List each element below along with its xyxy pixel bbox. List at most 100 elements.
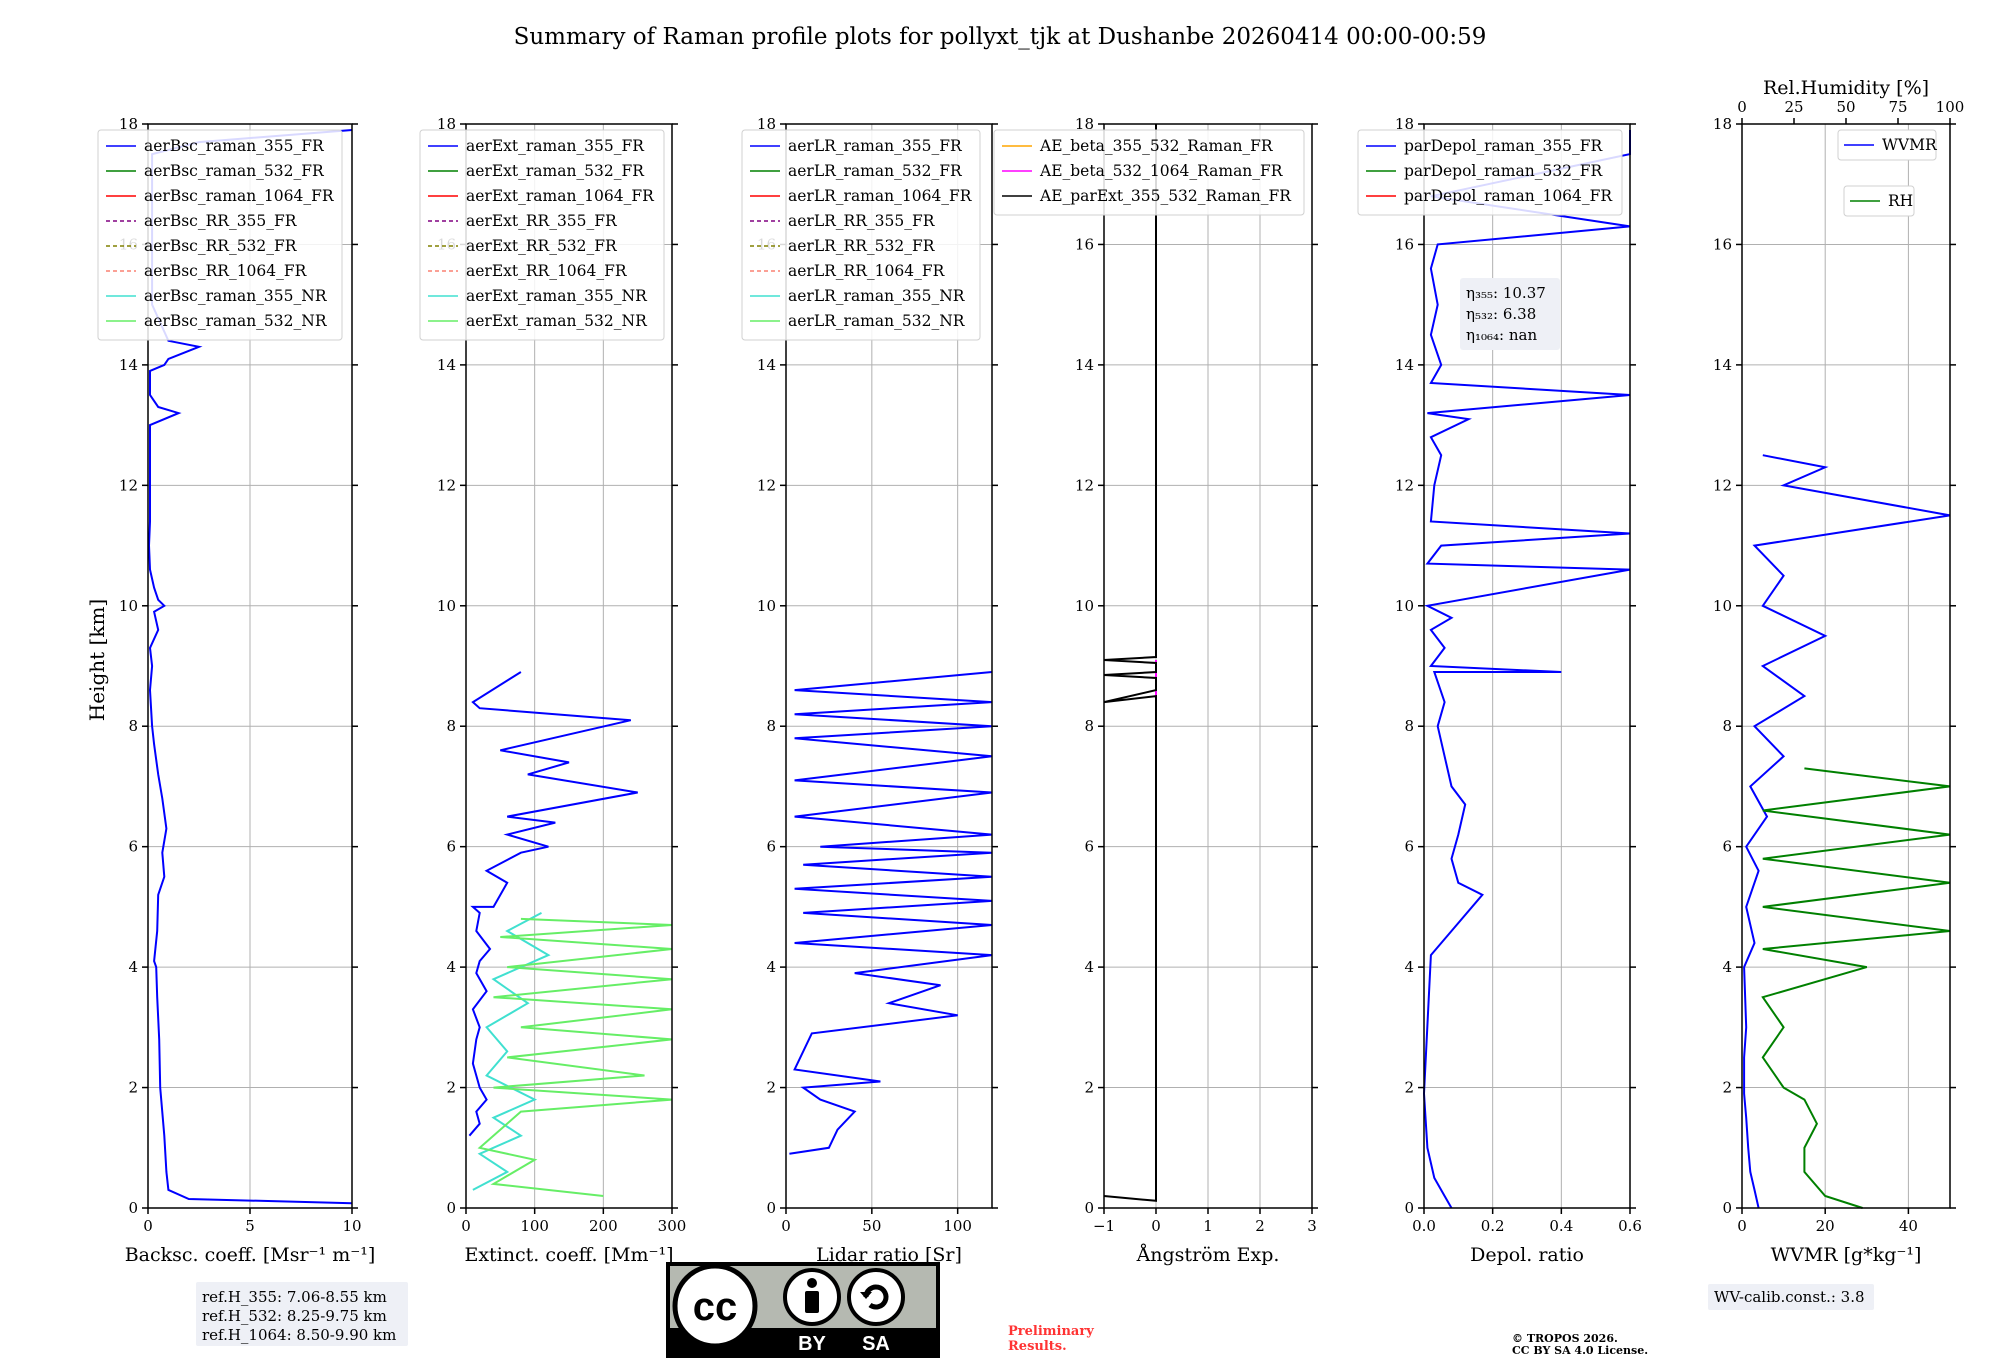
series-aerBsc_raman_355_FR xyxy=(147,129,353,1205)
y-tick-label: 8 xyxy=(446,717,456,735)
copyright-line2: CC BY SA 4.0 License. xyxy=(1512,1344,1648,1357)
legend-label: AE_beta_355_532_Raman_FR xyxy=(1039,137,1274,155)
x-axis-label: WVMR [g*kg⁻¹] xyxy=(1771,1244,1922,1266)
x-tick-label: 0 xyxy=(143,1217,153,1235)
legend-wvmr: WVMR xyxy=(1837,129,1938,161)
legend-label: parDepol_raman_532_FR xyxy=(1404,162,1604,180)
y-tick-label: 4 xyxy=(766,958,776,976)
x-axis-label: Ångström Exp. xyxy=(1136,1244,1280,1266)
x-tick-label: −1 xyxy=(1093,1217,1115,1235)
legend-label: WVMR xyxy=(1882,136,1938,154)
cc-license-badge[interactable]: cc BY SA xyxy=(666,1262,940,1358)
y-tick-label: 8 xyxy=(128,717,138,735)
axes-frame xyxy=(785,123,993,1209)
legend-label: aerBsc_RR_532_FR xyxy=(144,237,298,255)
legend-label: aerExt_raman_532_NR xyxy=(466,312,648,330)
x-tick-label: 0 xyxy=(1737,1217,1747,1235)
y-tick-label: 12 xyxy=(1713,476,1732,494)
top-tick-label: 25 xyxy=(1784,98,1803,116)
y-tick-label: 16 xyxy=(1713,235,1732,253)
share-alike-icon xyxy=(847,1268,905,1326)
y-tick-label: 2 xyxy=(766,1079,776,1097)
legend-label: aerLR_raman_355_NR xyxy=(788,287,966,305)
legend-label: aerLR_RR_355_FR xyxy=(788,212,936,230)
x-tick-label: 200 xyxy=(589,1217,618,1235)
ref-box-bg xyxy=(196,1282,408,1346)
x-tick-label: 5 xyxy=(245,1217,255,1235)
top-tick-label: 50 xyxy=(1836,98,1855,116)
legend-label: aerLR_raman_532_NR xyxy=(788,312,966,330)
y-tick-label: 6 xyxy=(1722,838,1732,856)
legend-label: aerLR_raman_355_FR xyxy=(788,137,963,155)
legend-label: AE_beta_532_1064_Raman_FR xyxy=(1039,162,1284,180)
preliminary-line1: Preliminary xyxy=(1008,1324,1094,1339)
legend-box xyxy=(1837,129,1937,161)
axes-frame xyxy=(465,123,673,1209)
legend-box xyxy=(419,129,665,341)
x-tick-label: 0 xyxy=(1151,1217,1161,1235)
y-tick-label: 4 xyxy=(1722,958,1732,976)
y-tick-label: 6 xyxy=(766,838,776,856)
cc-icon xyxy=(672,1263,758,1349)
legend-label: parDepol_raman_355_FR xyxy=(1404,137,1604,155)
y-tick-label: 18 xyxy=(1075,115,1094,133)
y-tick-label: 0 xyxy=(1722,1199,1732,1217)
legend-label: aerLR_raman_1064_FR xyxy=(788,187,973,205)
panel-lr: 024681012141618050100Lidar ratio [Sr]aer… xyxy=(741,115,998,1266)
cc-text: cc xyxy=(693,1285,738,1329)
legend-label: aerExt_RR_355_FR xyxy=(466,212,618,230)
wv-calib-text: WV-calib.const.: 3.8 xyxy=(1714,1288,1865,1306)
eta-value: η₅₃₂: 6.38 xyxy=(1466,305,1536,323)
eta-box xyxy=(1460,278,1560,350)
x-tick-label: 10 xyxy=(342,1217,361,1235)
legend-label: aerLR_RR_1064_FR xyxy=(788,262,946,280)
y-tick-label: 2 xyxy=(128,1079,138,1097)
legend-ae: AE_beta_355_532_Raman_FR AE_beta_532_1064… xyxy=(993,129,1305,216)
y-tick-label: 8 xyxy=(766,717,776,735)
wv-calib-box: WV-calib.const.: 3.8 xyxy=(1708,1284,1874,1310)
legend-label: aerBsc_raman_355_NR xyxy=(144,287,328,305)
series-aerExt_raman_355_FR xyxy=(468,671,638,1137)
axes-frame xyxy=(1423,123,1631,1209)
y-tick-label: 14 xyxy=(1075,356,1094,374)
legend-label: aerBsc_raman_532_FR xyxy=(144,162,325,180)
y-tick-label: 12 xyxy=(757,476,776,494)
legend-box xyxy=(993,129,1305,216)
x-tick-label: 40 xyxy=(1899,1217,1918,1235)
x-tick-label: 20 xyxy=(1816,1217,1835,1235)
y-tick-label: 0 xyxy=(1084,1199,1094,1217)
y-tick-label: 10 xyxy=(437,597,456,615)
wv-calib-bg xyxy=(1708,1284,1874,1310)
x-axis-label: Depol. ratio xyxy=(1470,1244,1584,1266)
panel-bsc: 0246810121416180510Backsc. coeff. [Msr⁻¹… xyxy=(97,115,375,1266)
x-tick-label: 0.2 xyxy=(1481,1217,1505,1235)
y-tick-label: 2 xyxy=(446,1079,456,1097)
legend-label: aerLR_raman_532_FR xyxy=(788,162,963,180)
y-tick-label: 14 xyxy=(1395,356,1414,374)
legend-box xyxy=(741,129,981,341)
panel-depol: 0 2 4 6 8 10 12 14 16 18 0.0 0.2 0.4 0.6 Depol. ratio p… xyxy=(1357,115,1642,1266)
y-tick-label: 6 xyxy=(128,838,138,856)
axes-frame xyxy=(1741,123,1951,1209)
y-tick-label: 12 xyxy=(119,476,138,494)
y-tick-label: 4 xyxy=(128,958,138,976)
series-aerExt_raman_532_NR xyxy=(477,917,673,1197)
legend-bsc: aerBsc_raman_355_FR aerBsc_raman_532_FRae… xyxy=(97,129,343,341)
x-tick-label: 0.0 xyxy=(1412,1217,1436,1235)
y-tick-label: 6 xyxy=(1084,838,1094,856)
y-tick-label: 18 xyxy=(437,115,456,133)
copyright-line1: © TROPOS 2026. xyxy=(1512,1332,1618,1345)
y-tick-label: 16 xyxy=(1395,235,1414,253)
series-AE_parExt_355_532_Raman_FR xyxy=(1103,124,1157,1202)
y-tick-label: 8 xyxy=(1084,717,1094,735)
eta-annotation: η₃₅₅: 10.37 η₅₃₂: 6.38 η₁₀₆₄: nan xyxy=(1460,278,1560,350)
ref-h-532: ref.H_532: 8.25-9.75 km xyxy=(202,1307,387,1325)
figure-title: Summary of Raman profile plots for polly… xyxy=(514,24,1487,50)
y-tick-label: 2 xyxy=(1404,1079,1414,1097)
x-tick-label: 0.6 xyxy=(1618,1217,1642,1235)
y-tick-label: 12 xyxy=(1075,476,1094,494)
ref-h-1064: ref.H_1064: 8.50-9.90 km xyxy=(202,1326,396,1344)
top-tick-label: 100 xyxy=(1936,98,1965,116)
x-tick-label: 50 xyxy=(862,1217,881,1235)
